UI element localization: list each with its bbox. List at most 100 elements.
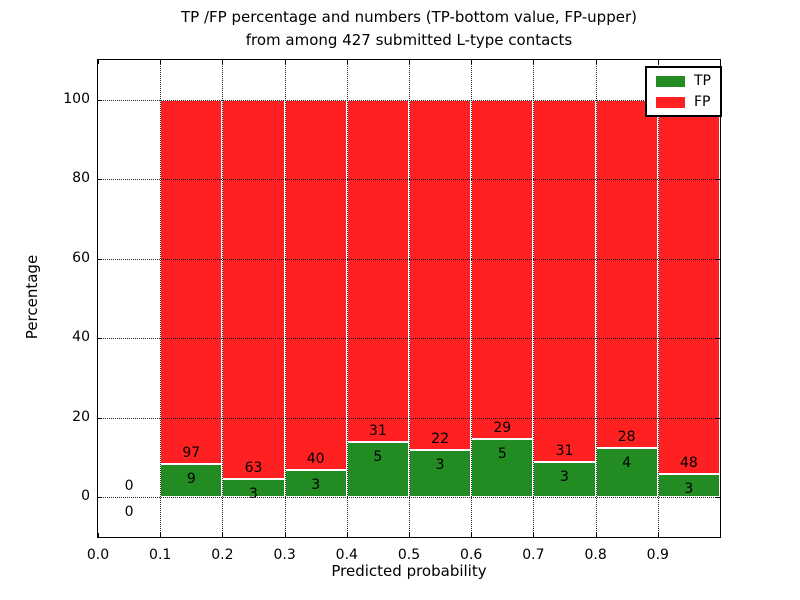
fp-count-label: 0 [124, 478, 134, 495]
gridline-vertical [346, 60, 348, 537]
gridline-vertical [160, 60, 162, 537]
x-tick-mark [533, 533, 535, 537]
y-tick-mark [716, 179, 720, 181]
bar-tp-segment [346, 442, 409, 498]
bar-tp-segment [409, 449, 472, 498]
tp-count-label: 0 [124, 504, 134, 521]
x-tick-mark [346, 60, 348, 64]
y-tick-mark [98, 179, 102, 181]
y-tick-mark [98, 258, 102, 260]
x-tick-label: 0.1 [149, 547, 172, 563]
x-tick-label: 0.0 [86, 547, 110, 563]
x-tick-mark [222, 60, 224, 64]
y-tick-mark [98, 338, 102, 340]
y-tick-label: 40 [72, 329, 90, 346]
y-tick-label: 0 [81, 488, 90, 505]
fp-count-label: 97 [182, 444, 201, 461]
bar-fp-segment [595, 99, 658, 448]
legend-item-tp: TP [656, 74, 711, 88]
tp-count-label: 3 [684, 480, 694, 497]
y-tick-mark [716, 497, 720, 499]
tp-color-swatch-icon [656, 75, 685, 87]
fp-count-label: 31 [368, 423, 387, 440]
gridline-vertical [595, 60, 597, 537]
x-tick-mark [595, 60, 597, 64]
x-tick-mark [346, 533, 348, 537]
legend-label-fp: FP [694, 94, 711, 110]
x-tick-label: 0.6 [460, 547, 483, 563]
x-tick-label: 0.8 [584, 547, 607, 563]
x-tick-mark [657, 60, 659, 64]
fp-count-label: 22 [431, 430, 450, 447]
gridline-vertical [409, 60, 410, 537]
x-tick-mark [409, 60, 410, 64]
chart-title: TP /FP percentage and numbers (TP-bottom… [181, 6, 637, 52]
chart-title-line1: TP /FP percentage and numbers (TP-bottom… [181, 8, 637, 26]
x-axis-label: Predicted probability [331, 562, 487, 580]
bar-tp-segment [533, 462, 596, 498]
tp-count-label: 3 [311, 476, 321, 493]
y-axis-label: Percentage [23, 254, 41, 340]
bar-tp-segment [471, 438, 534, 498]
y-tick-mark [716, 338, 720, 340]
plot-area [97, 59, 721, 538]
fp-color-swatch-icon [656, 96, 685, 108]
x-tick-mark [409, 533, 410, 537]
y-tick-mark [98, 99, 102, 101]
x-tick-mark [595, 533, 597, 537]
legend-label-tp: TP [694, 73, 711, 89]
fp-count-label: 48 [679, 454, 698, 471]
y-tick-label: 60 [72, 249, 90, 266]
y-tick-mark [716, 258, 720, 260]
fp-count-label: 63 [244, 460, 263, 477]
legend-item-fp: FP [656, 95, 711, 109]
bar-fp-segment [471, 99, 534, 439]
x-tick-mark [160, 60, 162, 64]
tp-count-label: 4 [622, 454, 632, 471]
y-tick-label: 20 [72, 408, 90, 425]
x-tick-mark [98, 533, 99, 537]
gridline-vertical [471, 60, 473, 537]
x-tick-label: 0.2 [211, 547, 234, 563]
y-tick-mark [98, 417, 102, 419]
fp-count-label: 29 [493, 419, 512, 436]
bar-fp-segment [657, 99, 720, 474]
x-tick-mark [471, 533, 473, 537]
gridline-vertical [284, 60, 286, 537]
bar-tp-segment [595, 447, 658, 498]
legend: TP FP [645, 66, 722, 117]
y-tick-label: 100 [63, 90, 90, 107]
fp-count-label: 31 [555, 443, 574, 460]
x-tick-label: 0.9 [646, 547, 669, 563]
gridline-vertical [222, 60, 224, 537]
bar-fp-segment [284, 99, 347, 470]
bar-fp-segment [533, 99, 596, 463]
y-tick-mark [98, 497, 102, 499]
x-tick-mark [657, 533, 659, 537]
fp-count-label: 40 [306, 450, 325, 467]
x-tick-mark [98, 60, 99, 64]
x-tick-mark [222, 533, 224, 537]
tp-count-label: 5 [497, 445, 507, 462]
bar-fp-segment [160, 99, 223, 464]
x-tick-label: 0.7 [522, 547, 545, 563]
bar-fp-segment [409, 99, 472, 450]
x-tick-mark [471, 60, 473, 64]
tp-count-label: 5 [373, 449, 383, 466]
y-tick-label: 80 [72, 170, 90, 187]
y-tick-mark [716, 417, 720, 419]
chart-title-line2: from among 427 submitted L-type contacts [245, 31, 573, 49]
gridline-vertical [657, 60, 659, 537]
x-tick-label: 0.5 [397, 547, 421, 563]
fp-count-label: 28 [617, 428, 636, 445]
bar-fp-segment [346, 99, 409, 443]
tp-count-label: 9 [186, 470, 196, 487]
x-tick-mark [533, 60, 535, 64]
tp-count-label: 3 [560, 469, 569, 486]
x-tick-label: 0.4 [335, 547, 358, 563]
bar-fp-segment [222, 99, 285, 480]
tp-count-label: 3 [435, 456, 445, 473]
gridline-vertical [533, 60, 535, 537]
x-tick-label: 0.3 [273, 547, 296, 563]
x-tick-mark [284, 533, 286, 537]
